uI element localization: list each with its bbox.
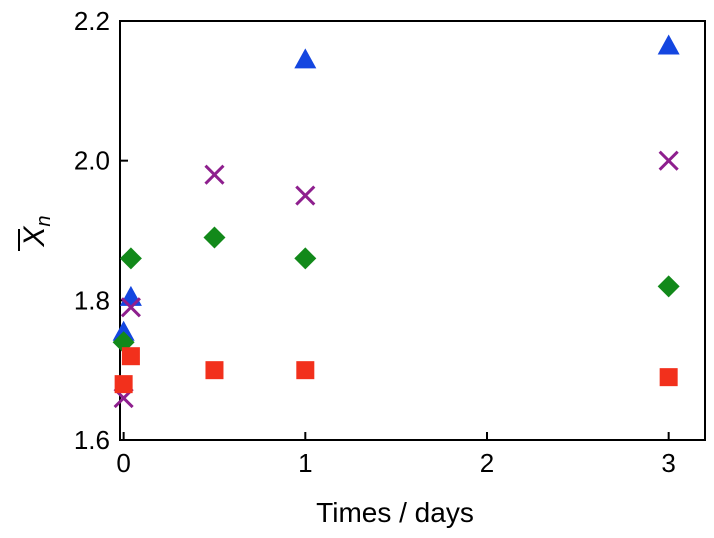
data-point-triangle xyxy=(657,34,680,55)
data-point-diamond xyxy=(112,331,135,354)
svg-text:Xn: Xn xyxy=(18,215,55,247)
y-tick-label: 2.0 xyxy=(74,146,110,176)
x-axis-label: Times / days xyxy=(316,497,474,528)
y-tick-label: 1.6 xyxy=(74,425,110,455)
data-point-square xyxy=(121,347,140,366)
data-point-square xyxy=(296,361,315,380)
data-point-diamond xyxy=(203,226,226,249)
data-point-diamond xyxy=(119,247,142,270)
y-axis-label-subscript: n xyxy=(33,215,55,226)
data-point-square xyxy=(205,361,224,380)
y-axis-label: Xn xyxy=(18,215,55,251)
data-point-cross xyxy=(295,185,316,206)
x-tick-label: 1 xyxy=(298,448,312,478)
y-tick-label: 2.2 xyxy=(74,6,110,36)
data-point-triangle xyxy=(294,48,317,69)
data-point-triangle xyxy=(112,320,135,341)
x-tick-label: 3 xyxy=(661,448,675,478)
data-point-square xyxy=(659,368,678,387)
data-point-diamond xyxy=(294,247,317,270)
axis-ticks xyxy=(120,20,670,441)
data-point-square xyxy=(114,375,133,394)
x-tick-label: 0 xyxy=(116,448,130,478)
data-point-cross xyxy=(204,164,225,185)
data-point-cross xyxy=(658,150,679,171)
data-point-cross xyxy=(120,297,141,318)
data-points xyxy=(112,34,680,409)
data-point-triangle xyxy=(119,285,142,306)
x-tick-label: 2 xyxy=(480,448,494,478)
plot-frame xyxy=(119,20,706,441)
data-point-diamond xyxy=(657,275,680,298)
y-tick-label: 1.8 xyxy=(74,285,110,315)
y-axis-label-main: X xyxy=(18,226,51,248)
axis-tick-labels: 0 1 2 3 1.6 1.8 2.0 2.2 xyxy=(74,6,676,478)
